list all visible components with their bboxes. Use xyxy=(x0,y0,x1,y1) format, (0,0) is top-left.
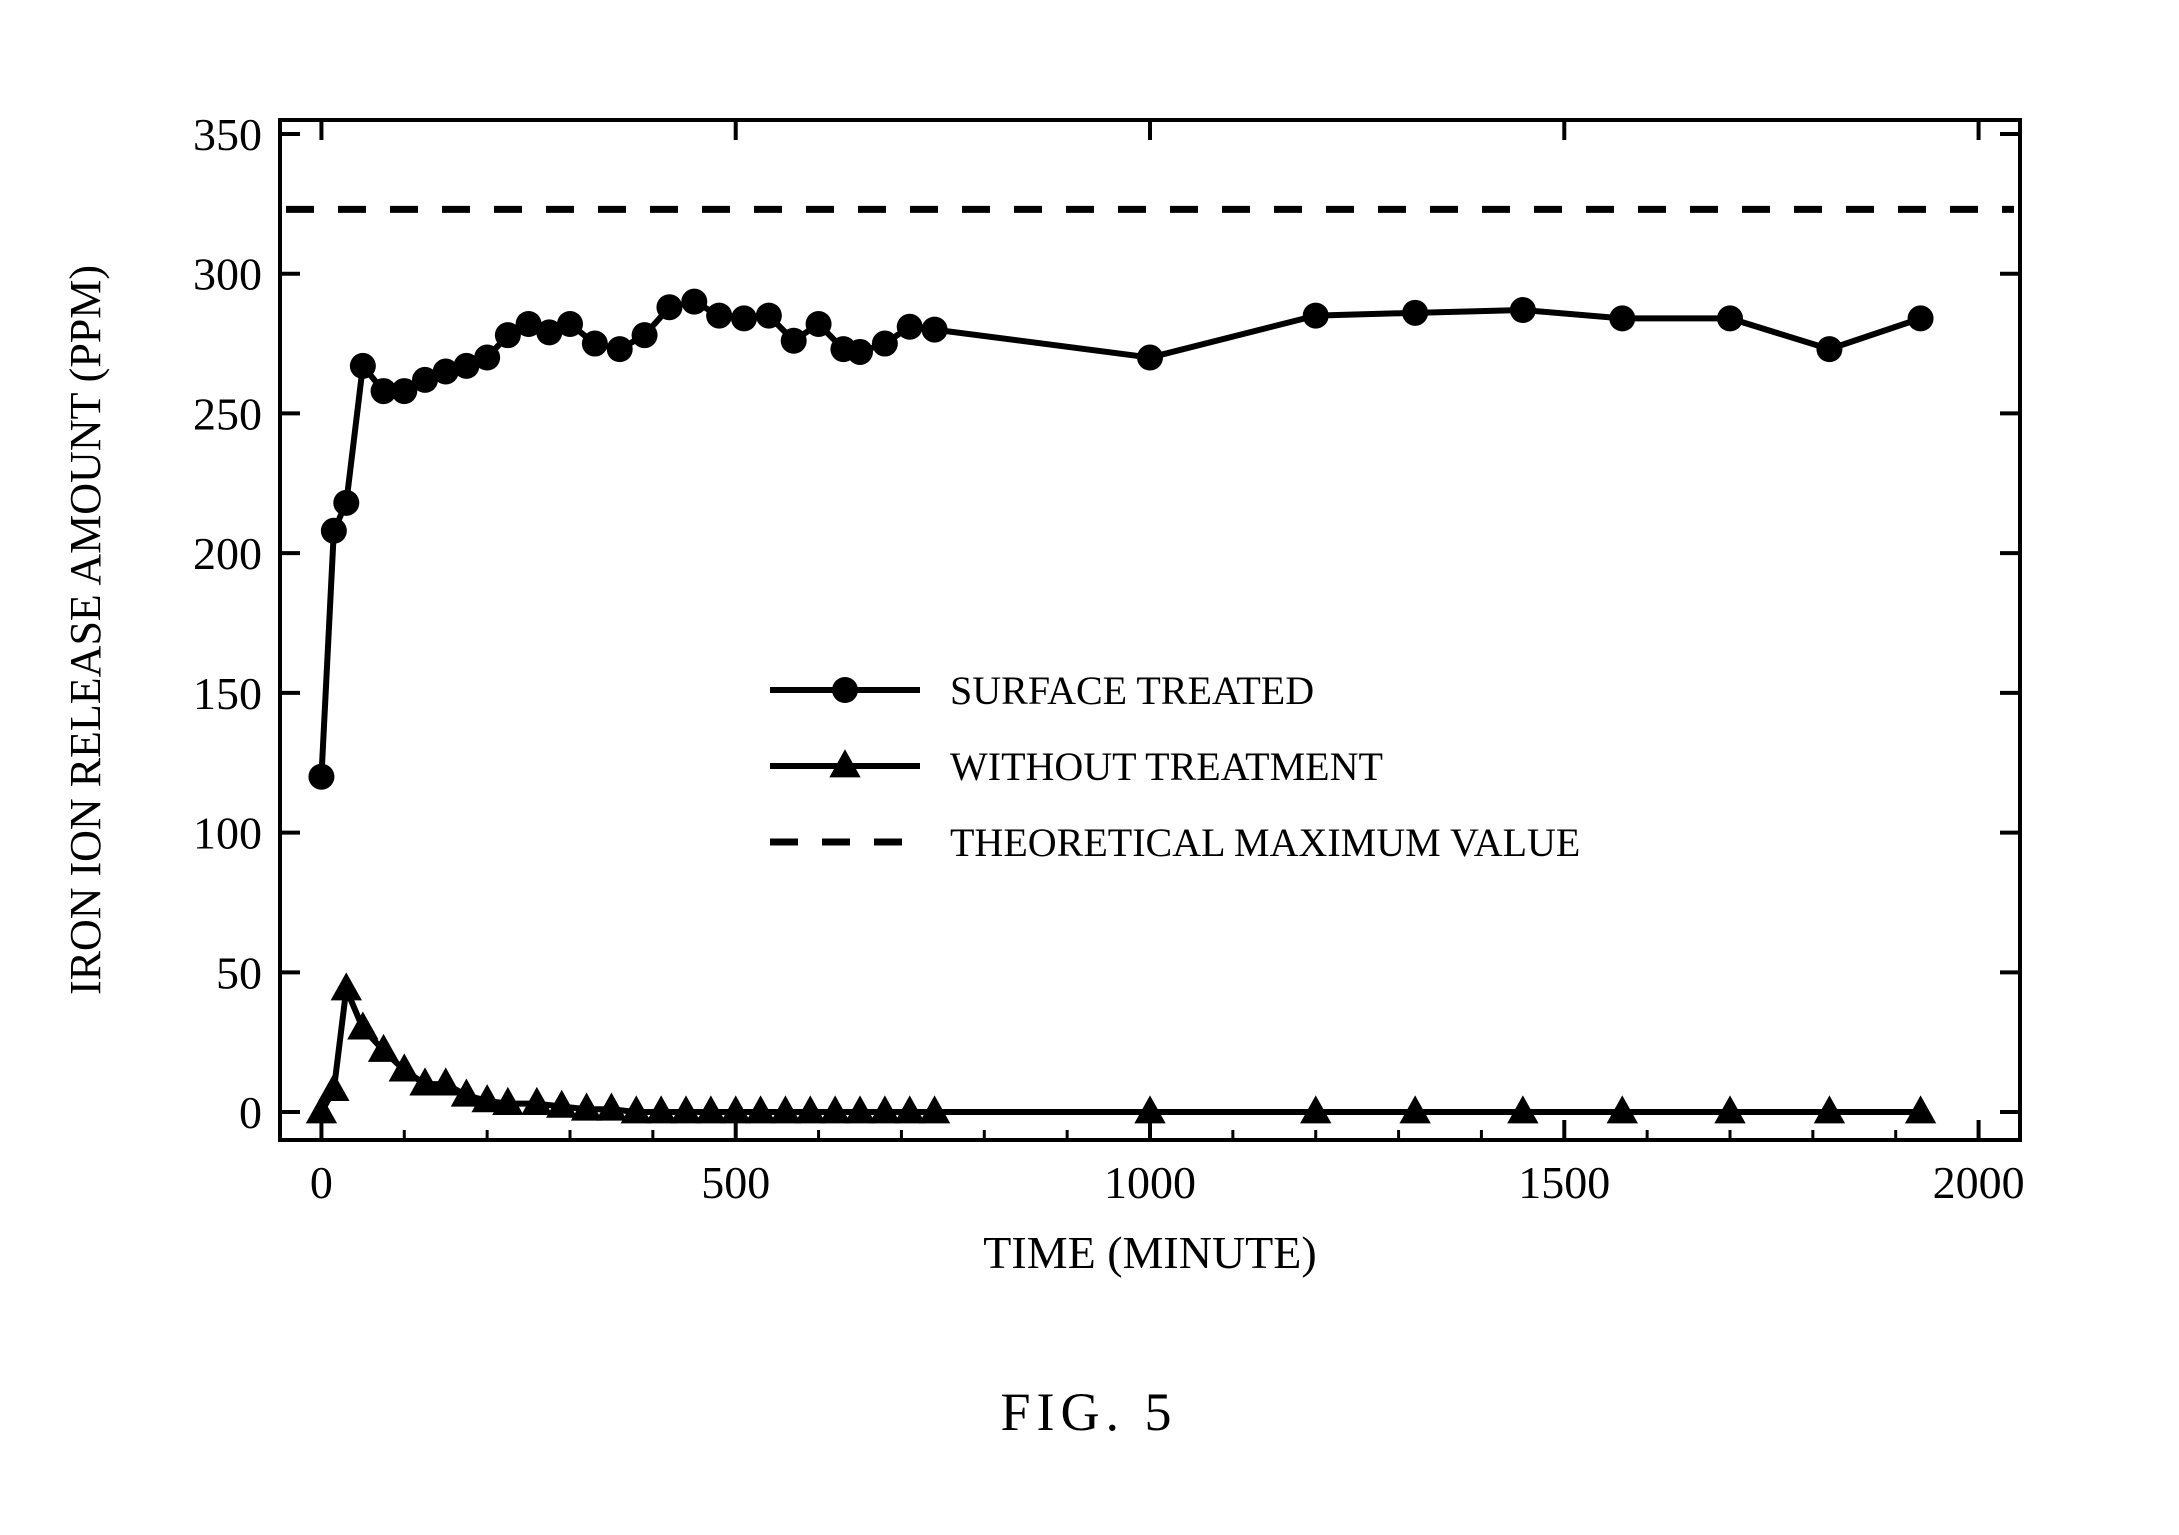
legend-label-without-treatment: WITHOUT TREATMENT xyxy=(950,744,1383,789)
figure-caption: FIG. 5 xyxy=(1000,1382,1177,1442)
y-tick-label: 250 xyxy=(193,388,262,439)
y-tick-label: 300 xyxy=(193,249,262,300)
legend-label-surface-treated: SURFACE TREATED xyxy=(950,668,1314,713)
x-axis-label: TIME (MINUTE) xyxy=(983,1227,1316,1278)
x-tick-label: 1500 xyxy=(1518,1157,1610,1208)
y-tick-label: 50 xyxy=(216,947,262,998)
x-tick-label: 500 xyxy=(701,1157,770,1208)
y-tick-label: 100 xyxy=(193,808,262,859)
x-tick-label: 0 xyxy=(310,1157,333,1208)
legend-label-theoretical-max: THEORETICAL MAXIMUM VALUE xyxy=(950,820,1580,865)
x-tick-label: 2000 xyxy=(1933,1157,2025,1208)
iron-ion-release-chart: 0 500 1000 1500 2000 0 50 100 150 200 250 300 350 TIM… xyxy=(0,0,2179,1535)
y-tick-label: 150 xyxy=(193,668,262,719)
y-tick-label: 350 xyxy=(193,109,262,160)
x-tick-label: 1000 xyxy=(1104,1157,1196,1208)
y-tick-label: 200 xyxy=(193,528,262,579)
y-axis-label: IRON ION RELEASE AMOUNT (PPM) xyxy=(61,265,110,995)
y-tick-label: 0 xyxy=(239,1087,262,1138)
